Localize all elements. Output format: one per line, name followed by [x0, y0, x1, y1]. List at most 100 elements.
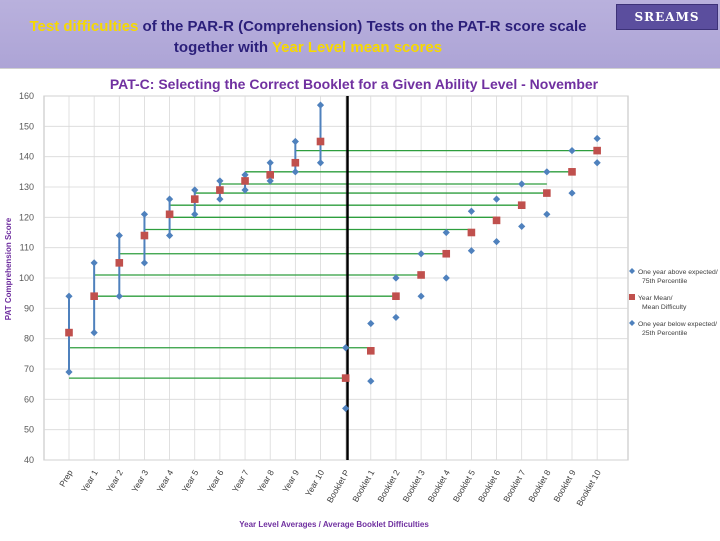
title-part-0: Test difficulties — [29, 18, 139, 35]
x-tick-label: Booklet P — [325, 468, 352, 505]
upper-point — [367, 319, 375, 328]
booklet-selection-chart: PAT-C: Selecting the Correct Booklet for… — [4, 76, 718, 529]
upper-point — [266, 159, 274, 167]
y-tick-label: 110 — [20, 243, 34, 253]
x-tick-label: Year 5 — [180, 468, 201, 494]
x-tick-label: Booklet 3 — [400, 468, 427, 504]
legend-label: Year Mean/Mean Difficulty — [638, 295, 687, 311]
title-part-2: Year Level mean scores — [271, 39, 443, 56]
lower-point — [593, 159, 601, 167]
legend-marker-diamond — [629, 320, 635, 326]
upper-point — [492, 195, 501, 203]
lower-point — [291, 168, 299, 176]
x-tick-label: Year 6 — [205, 468, 226, 494]
upper-point — [166, 195, 174, 203]
upper-point — [291, 137, 299, 146]
title-part-1: of the PAR-R (Comprehension) Tests on th… — [138, 18, 587, 56]
upper-point — [140, 210, 149, 218]
mean-point — [442, 249, 451, 258]
lower-point — [467, 247, 475, 255]
lower-point — [166, 231, 174, 240]
lower-point — [115, 292, 123, 300]
upper-point — [568, 147, 576, 155]
y-tick-label: 70 — [24, 364, 34, 374]
mean-point — [216, 186, 224, 194]
mean-point — [90, 292, 98, 300]
legend-marker-diamond — [629, 268, 635, 274]
y-axis-label: PAT Comprehension Score — [4, 217, 13, 320]
mean-point — [417, 271, 425, 279]
lower-point — [518, 222, 526, 231]
x-tick-label: Year 7 — [230, 468, 251, 494]
slide-header: Test difficulties of the PAR-R (Comprehe… — [0, 0, 720, 68]
mean-point — [392, 292, 400, 300]
mean-point — [543, 189, 551, 197]
y-tick-label: 100 — [19, 273, 34, 283]
mean-point — [593, 146, 601, 155]
y-tick-labels: 40 50 60 70 80 90 100 110 120 130 140 150 160 — [19, 91, 34, 465]
mean-point — [291, 158, 300, 167]
legend-marker-square — [629, 294, 635, 300]
x-tick-label: Booklet 6 — [476, 468, 503, 504]
lower-point — [65, 368, 73, 376]
mean-point — [140, 231, 149, 240]
y-tick-label: 120 — [19, 212, 34, 222]
lower-point — [342, 404, 350, 413]
upper-point — [115, 231, 123, 240]
y-tick-label: 150 — [19, 121, 34, 131]
slide-title: Test difficulties of the PAR-R (Comprehe… — [6, 16, 610, 58]
x-tick-label: Year 2 — [104, 468, 125, 494]
upper-point — [593, 134, 601, 143]
x-tick-label: Booklet 5 — [451, 468, 478, 504]
mean-point — [165, 210, 174, 219]
y-tick-label: 140 — [19, 152, 34, 162]
upper-point — [65, 292, 73, 300]
y-tick-label: 80 — [24, 334, 34, 344]
mean-point — [341, 374, 350, 382]
lower-point — [543, 210, 551, 218]
mean-point — [467, 228, 476, 237]
upper-point — [241, 171, 249, 179]
legend: One year above expected/75th Percentile Y… — [629, 268, 718, 337]
mean-point — [367, 347, 375, 355]
x-tick-label: Year 10 — [303, 468, 326, 498]
booklet-connector-lines — [69, 149, 598, 379]
upper-point — [467, 207, 475, 215]
upper-point — [543, 168, 551, 176]
x-tick-label: Booklet 9 — [551, 468, 578, 504]
mean-point — [266, 171, 274, 179]
mean-point — [517, 201, 526, 209]
upper-point — [316, 101, 325, 109]
y-tick-label: 130 — [19, 182, 34, 192]
lower-point — [442, 274, 450, 282]
x-tick-labels: Prep Year 1 Year 2 Year 3 Year 4 Year 5 Year 6… — [57, 468, 603, 508]
y-tick-label: 90 — [24, 303, 34, 313]
legend-label: One year below expected/25th Percentile — [638, 321, 717, 337]
mean-point — [316, 137, 325, 146]
gridlines — [43, 95, 629, 461]
mean-point — [241, 177, 249, 185]
mean-point — [492, 216, 501, 225]
x-tick-label: Booklet 2 — [375, 468, 402, 504]
x-tick-label: Booklet 1 — [350, 468, 377, 504]
upper-point — [392, 274, 400, 282]
x-tick-label: Booklet 8 — [526, 468, 553, 504]
x-axis-label: Year Level Averages / Average Booklet Di… — [239, 520, 429, 529]
upper-point — [442, 228, 450, 237]
chart-title: PAT-C: Selecting the Correct Booklet for… — [110, 76, 599, 92]
lower-point — [492, 238, 501, 246]
x-tick-label: Year 3 — [129, 468, 150, 494]
legend-label: One year above expected/75th Percentile — [638, 269, 718, 285]
y-tick-label: 40 — [24, 455, 34, 465]
x-tick-label: Year 4 — [155, 468, 176, 494]
upper-point — [342, 344, 350, 352]
y-tick-label: 50 — [24, 425, 34, 435]
y-tick-label: 160 — [19, 91, 34, 101]
x-tick-label: Booklet 10 — [574, 468, 603, 508]
x-tick-label: Prep — [57, 468, 75, 489]
x-tick-label: Year 9 — [280, 468, 301, 494]
mean-point — [65, 328, 73, 337]
x-tick-label: Year 8 — [255, 468, 276, 494]
mean-point — [115, 259, 124, 267]
upper-point — [417, 250, 425, 258]
